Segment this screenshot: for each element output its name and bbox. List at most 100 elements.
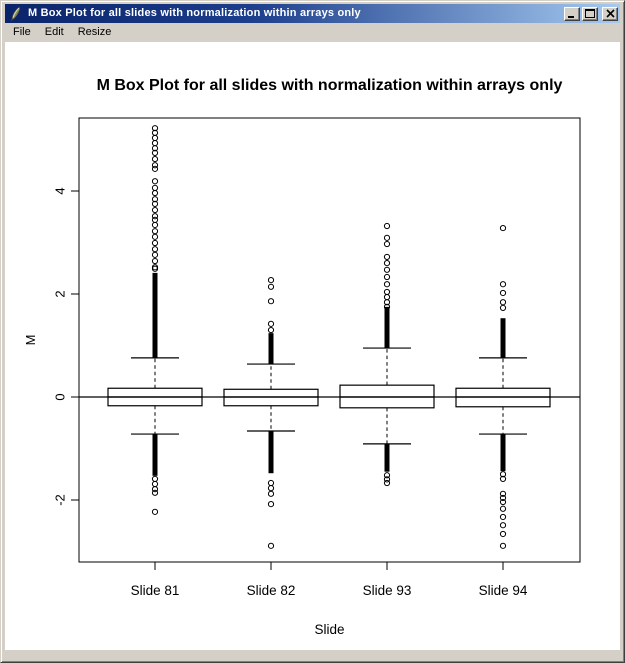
outlier-point [151,480,159,488]
outlier-point [499,490,507,497]
x-tick-label: Slide 94 [479,583,528,598]
window-title: M Box Plot for all slides with normaliza… [28,7,361,19]
outlier-point [151,125,159,132]
outlier-point [151,213,159,220]
outlier-point [383,260,391,267]
outlier-point [151,140,159,147]
outlier-column-upper [152,272,158,358]
outlier-point [383,240,391,248]
outlier-column-upper [268,333,274,365]
x-tick-label: Slide 82 [247,583,296,598]
window-controls [564,6,618,21]
outlier-point [499,498,507,506]
y-axis-label: M [23,335,38,346]
outlier-point [499,281,507,288]
outlier-point [499,505,507,512]
outlier-point [499,475,507,482]
outlier-point [151,178,159,185]
outlier-point [499,513,507,521]
outlier-point [267,276,275,284]
outlier-point [151,508,159,515]
outlier-point [151,206,159,214]
outlier-column-upper [384,306,390,349]
outlier-point [151,475,159,482]
x-axis-label: Slide [314,622,344,637]
outlier-point [151,200,159,207]
y-tick-label: 0 [52,393,67,400]
outlier-point [151,239,159,247]
outlier-point [383,222,391,230]
maximize-button[interactable] [582,6,598,21]
outlier-point [499,304,507,312]
outlier-point [267,479,275,487]
menu-edit[interactable]: Edit [44,26,64,38]
outlier-point [499,530,507,538]
outlier-point [267,485,275,492]
outlier-column-lower [268,430,274,474]
outlier-point [267,542,275,549]
outlier-point [151,196,159,203]
close-button[interactable] [602,6,618,21]
outlier-point [151,165,159,172]
outlier-point [151,189,159,197]
outlier-point [151,264,159,271]
outlier-point [383,293,391,301]
outlier-point [383,273,391,281]
outlier-column-lower [384,443,390,472]
outlier-column-upper [500,318,506,358]
outlier-point [151,149,159,156]
outlier-point [151,162,159,169]
outlier-point [267,326,275,334]
outlier-point [383,303,391,310]
outlier-point [383,234,391,241]
outlier-point [151,246,159,253]
menu-file[interactable]: File [13,26,31,38]
outlier-point [151,228,159,235]
outlier-point [267,283,275,290]
outlier-point [151,129,159,136]
outlier-point [499,542,507,549]
outlier-point [151,257,159,265]
outlier-point [267,490,275,497]
y-tick-label: 4 [52,187,67,194]
title-bar[interactable]: M Box Plot for all slides with normaliza… [5,4,620,23]
outlier-point [267,501,275,508]
boxplot-slide-94 [455,224,551,549]
outlier-point [151,184,159,192]
boxplot-slide-93 [339,222,435,487]
outlier-point [383,266,391,273]
outlier-point [499,471,507,478]
boxplot-slide-82 [223,276,319,549]
outlier-column-lower [500,434,506,472]
outlier-point [151,233,159,240]
outlier-point [499,522,507,529]
plot-canvas: M Box Plot for all slides with normaliza… [5,42,620,650]
boxplot-figure: M Box Plot for all slides with normaliza… [23,77,581,637]
plot-title: M Box Plot for all slides with normaliza… [97,77,563,94]
outlier-point [499,299,507,306]
outlier-point [383,253,391,261]
x-tick-label: Slide 93 [363,583,412,598]
outlier-point [151,251,159,258]
outlier-point [383,281,391,288]
x-tick-label: Slide 81 [131,583,180,598]
outlier-point [151,216,159,223]
menu-resize[interactable]: Resize [77,26,112,38]
outlier-point [383,476,391,483]
y-tick-label: 2 [52,290,67,297]
outlier-point [151,489,159,496]
outlier-point [151,155,159,163]
outlier-point [499,494,507,502]
outlier-point [151,134,159,142]
outlier-point [383,288,391,296]
outlier-point [267,298,275,305]
outlier-point [383,472,391,479]
minimize-button[interactable] [564,6,580,21]
feather-icon[interactable] [8,6,24,22]
y-tick-label: -2 [52,494,67,506]
outlier-point [499,289,507,297]
outlier-point [151,221,159,229]
outlier-column-lower [152,434,158,476]
plot-border [78,117,581,563]
